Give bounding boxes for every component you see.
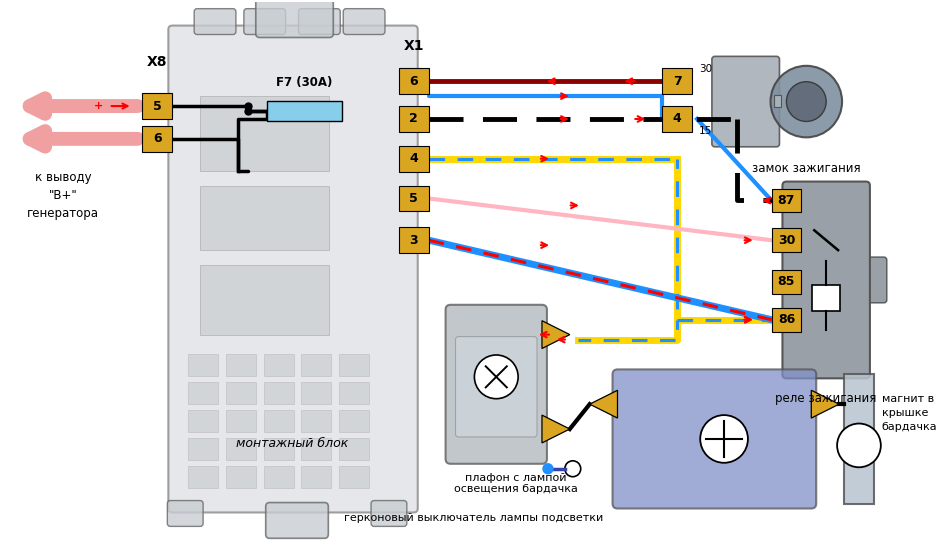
Text: 87: 87 [778,194,795,207]
Bar [143,93,172,119]
Bar [340,438,369,460]
Text: 4: 4 [410,152,418,165]
Bar [398,68,429,94]
Bar [226,438,256,460]
Bar [263,466,294,488]
Bar [200,265,329,335]
FancyBboxPatch shape [256,0,333,38]
Circle shape [475,355,518,399]
Bar [398,146,429,172]
Text: 4: 4 [672,112,682,125]
FancyBboxPatch shape [861,257,886,303]
Bar [263,354,294,377]
Bar [188,438,218,460]
FancyBboxPatch shape [456,337,537,437]
Bar [771,270,802,294]
Text: замок зажигания: замок зажигания [752,162,861,175]
Bar [263,410,294,432]
FancyBboxPatch shape [446,305,547,464]
Bar [301,466,331,488]
FancyBboxPatch shape [167,500,204,526]
Circle shape [543,464,553,474]
Circle shape [786,82,826,122]
Bar [398,185,429,211]
Text: герконовый выключатель лампы подсветки: герконовый выключатель лампы подсветки [343,513,603,524]
FancyBboxPatch shape [168,26,417,512]
Bar [301,410,331,432]
Circle shape [770,66,842,137]
Bar [226,354,256,377]
Text: реле зажигания: реле зажигания [775,392,877,405]
Text: 5: 5 [410,192,418,205]
Bar [226,410,256,432]
Bar [398,227,429,253]
FancyBboxPatch shape [783,181,870,378]
Text: 86: 86 [778,313,795,326]
Text: к выводу
"В+"
генератора: к выводу "В+" генератора [27,171,99,220]
Text: 3: 3 [410,234,418,247]
FancyBboxPatch shape [265,502,328,538]
Bar [263,438,294,460]
Polygon shape [542,415,570,443]
FancyBboxPatch shape [371,500,407,526]
Bar [662,68,692,94]
Text: +: + [93,101,103,111]
Bar [226,382,256,404]
Circle shape [700,415,747,463]
Text: 30: 30 [778,234,795,247]
Bar [771,189,802,213]
Text: 6: 6 [410,75,418,88]
Bar [263,382,294,404]
Polygon shape [542,320,570,348]
Bar [340,354,369,377]
Bar [200,96,329,171]
Bar [143,126,172,152]
Text: магнит в
крышке
бардачка: магнит в крышке бардачка [882,394,938,432]
Text: X8: X8 [147,55,167,69]
FancyBboxPatch shape [194,9,236,34]
Bar [301,438,331,460]
Bar [771,308,802,331]
Text: монтажный блок: монтажный блок [237,438,349,450]
Text: 5: 5 [153,100,162,113]
Text: 85: 85 [778,275,795,288]
Bar [340,466,369,488]
Bar [340,382,369,404]
Text: X1: X1 [403,39,424,53]
Bar [301,354,331,377]
Text: F7 (30А): F7 (30А) [277,76,333,89]
Bar [340,410,369,432]
Polygon shape [811,390,839,418]
Circle shape [837,423,881,467]
Bar [301,382,331,404]
Bar [188,410,218,432]
Bar [812,285,840,311]
Bar [188,354,218,377]
Text: 7: 7 [672,75,682,88]
FancyBboxPatch shape [343,9,385,34]
Circle shape [565,461,581,477]
Bar [188,382,218,404]
Text: 30: 30 [699,64,712,74]
Bar [266,101,342,121]
Bar [662,106,692,132]
Bar [200,185,329,250]
FancyBboxPatch shape [712,56,780,147]
Polygon shape [590,390,617,418]
Bar [226,466,256,488]
Bar [188,466,218,488]
Text: 15: 15 [699,126,712,136]
FancyBboxPatch shape [299,9,340,34]
Bar [398,106,429,132]
FancyBboxPatch shape [612,370,816,508]
Text: 6: 6 [153,132,162,146]
Bar [771,228,802,252]
FancyBboxPatch shape [243,9,285,34]
Text: плафон с лампой
освещения бардачка: плафон с лампой освещения бардачка [455,473,578,494]
Text: 2: 2 [410,112,418,125]
Bar [844,374,874,504]
Bar [773,95,782,107]
